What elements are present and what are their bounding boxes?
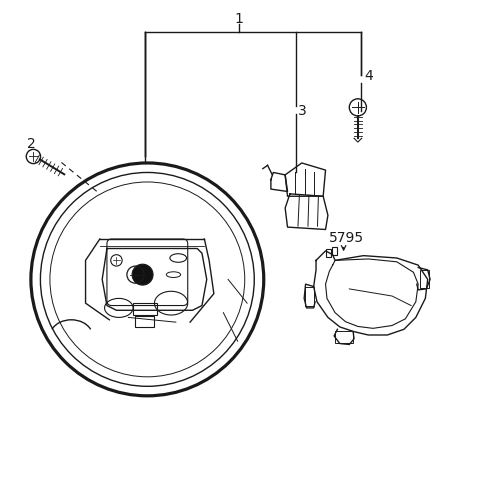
Bar bbox=[335, 331, 353, 343]
Bar bbox=[133, 303, 157, 315]
Text: 5795: 5795 bbox=[329, 231, 364, 245]
Bar bbox=[420, 271, 429, 288]
Bar bbox=[325, 249, 331, 257]
Text: 3: 3 bbox=[298, 104, 307, 118]
Bar bbox=[332, 247, 337, 255]
Circle shape bbox=[132, 264, 153, 285]
Bar bbox=[135, 316, 155, 327]
Text: 2: 2 bbox=[27, 137, 36, 151]
Text: 4: 4 bbox=[364, 69, 373, 83]
Text: 1: 1 bbox=[234, 12, 243, 26]
Bar bbox=[305, 287, 313, 305]
